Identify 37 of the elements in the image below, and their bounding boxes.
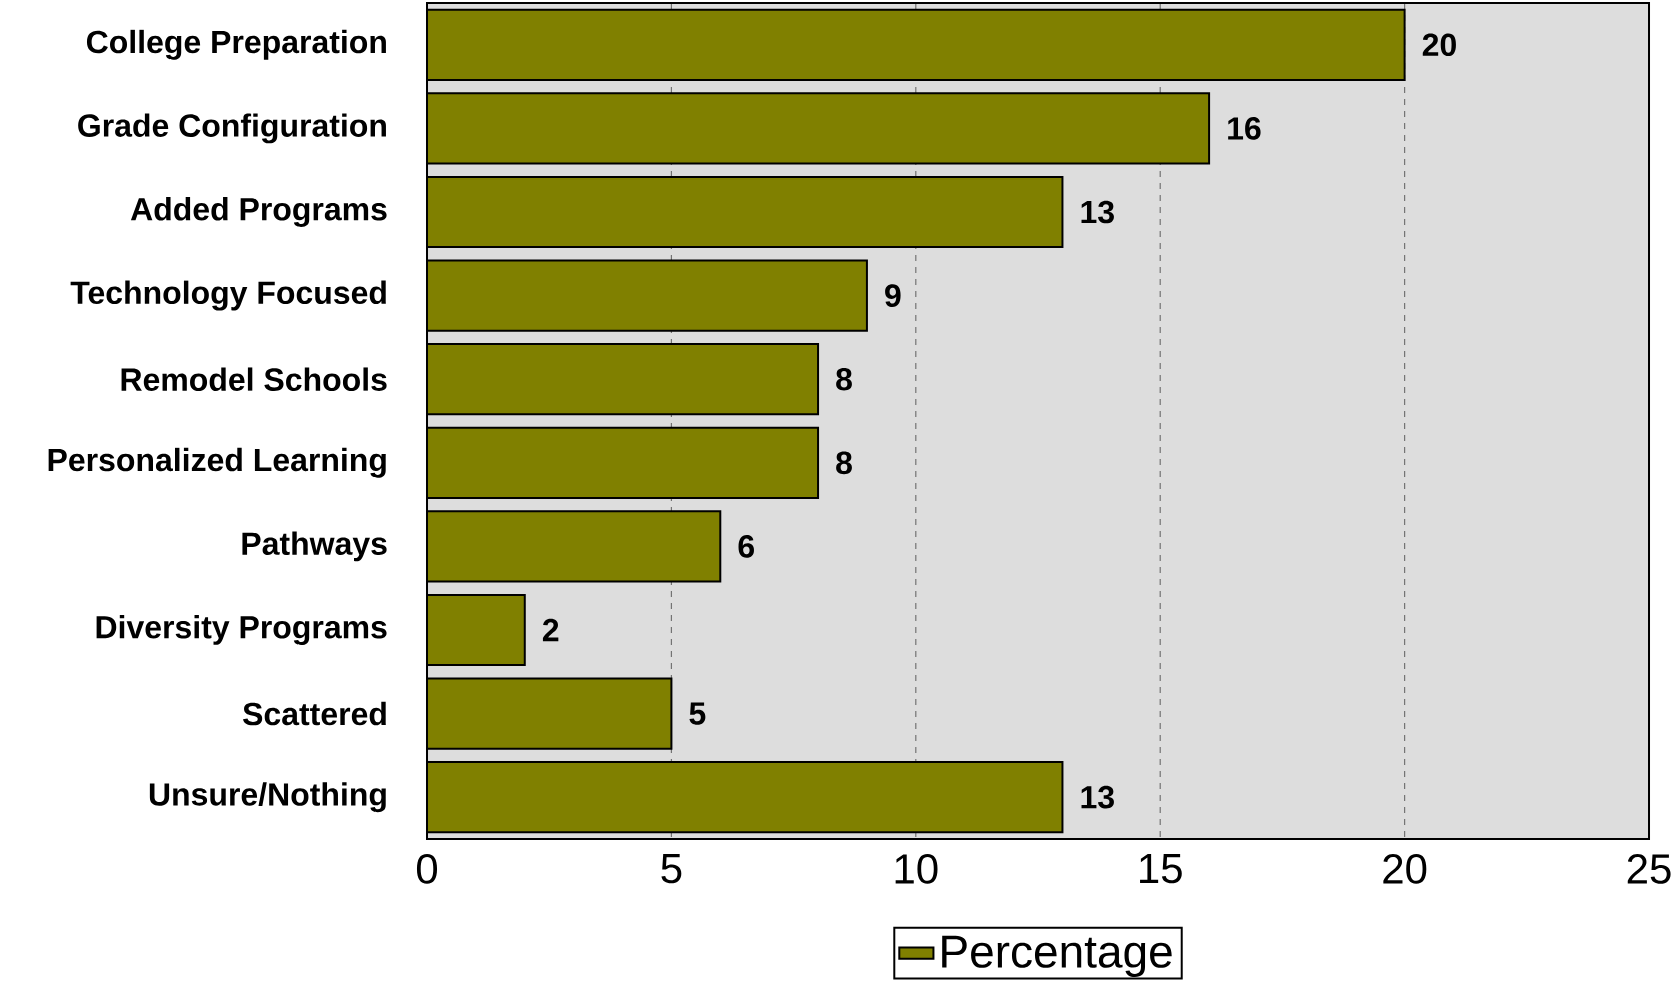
bar	[427, 8, 1406, 81]
x-tick-label: 15	[1140, 854, 1182, 884]
data-label: 6	[738, 535, 754, 558]
bar	[427, 426, 820, 499]
data-label: 9	[885, 284, 901, 307]
bar	[427, 175, 1064, 249]
bar	[427, 677, 673, 750]
y-tick-label: Pathways	[242, 531, 387, 562]
bar	[427, 761, 1064, 834]
y-tick-label: Added Programs	[130, 197, 387, 227]
data-label: 5	[689, 702, 706, 725]
bar	[427, 343, 820, 416]
y-tick-label: Grade Configuration	[78, 113, 386, 144]
x-tick-label: 10	[895, 854, 938, 884]
x-tick-label: 0	[416, 854, 438, 884]
x-tick-label: 5	[661, 854, 682, 884]
data-label: 13	[1081, 200, 1114, 224]
bar	[427, 593, 526, 667]
bar	[427, 92, 1211, 165]
y-tick-label: Personalized Learning	[48, 447, 386, 478]
data-label: 13	[1081, 785, 1114, 809]
data-label: 2	[542, 618, 559, 642]
bar	[427, 259, 868, 332]
x-tick-label: 20	[1383, 854, 1427, 884]
data-label: 8	[836, 451, 852, 475]
y-tick-label: Diversity Programs	[96, 615, 387, 645]
y-tick-label: Technology Focused	[70, 280, 386, 311]
x-tick-label: 25	[1627, 854, 1671, 884]
legend-label: Percentage	[942, 935, 1172, 977]
data-label: 8	[836, 367, 852, 391]
data-label: 20	[1422, 33, 1456, 57]
y-tick-label: Unsure/Nothing	[149, 782, 386, 813]
y-tick-label: Remodel Schools	[121, 367, 387, 391]
data-label: 16	[1228, 117, 1261, 140]
y-tick-label: Scattered	[243, 701, 386, 726]
bar	[427, 510, 722, 583]
y-tick-label: College Preparation	[86, 29, 386, 60]
